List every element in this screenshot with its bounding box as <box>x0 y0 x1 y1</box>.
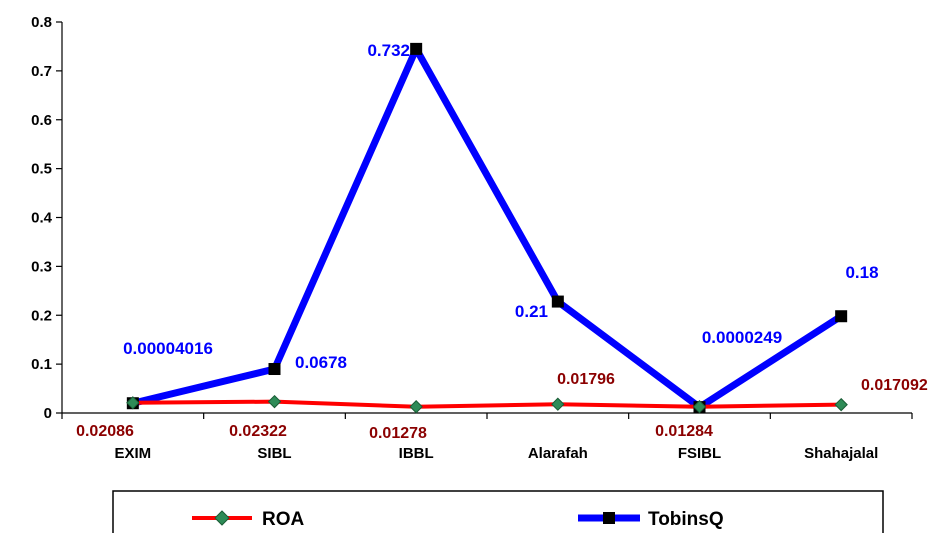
y-tick-label: 0.4 <box>31 210 53 227</box>
x-tick-label: Alarafah <box>528 445 588 462</box>
data-label-tobinsq: 0.21 <box>515 302 548 321</box>
data-label-tobinsq: 0.0000249 <box>702 328 782 347</box>
data-label-tobinsq: 0.18 <box>845 263 878 282</box>
x-tick-label: SIBL <box>257 445 291 462</box>
data-label-roa: 0.02322 <box>229 423 287 440</box>
y-axis-ticks: 0 0.1 0.2 0.3 0.4 0.5 0.6 0.7 0.8 <box>31 14 62 422</box>
legend-label-roa: ROA <box>262 509 305 530</box>
data-label-roa: 0.02086 <box>76 423 134 440</box>
legend: ROA TobinsQ <box>113 491 883 533</box>
legend-marker-tobinsq <box>603 512 615 524</box>
data-label-tobinsq: 0.0678 <box>295 353 347 372</box>
marker-roa <box>835 399 847 411</box>
data-label-roa: 0.01796 <box>557 371 615 388</box>
y-tick-label: 0.2 <box>31 307 52 324</box>
legend-box <box>113 491 883 533</box>
x-axis-ticks: EXIM SIBL IBBL Alarafah FSIBL Shahajalal <box>62 413 912 462</box>
y-tick-label: 0.6 <box>31 112 52 129</box>
marker-tobinsq <box>269 363 281 375</box>
x-tick-label: IBBL <box>399 445 434 462</box>
y-tick-label: 0.1 <box>31 356 52 373</box>
data-label-roa: 0.017092 <box>861 377 928 394</box>
y-tick-label: 0.8 <box>31 14 52 31</box>
y-tick-label: 0.3 <box>31 258 52 275</box>
marker-tobinsq <box>835 310 847 322</box>
data-label-tobinsq: 0.732 <box>367 41 410 60</box>
marker-roa <box>410 401 422 413</box>
series-layer <box>127 43 847 413</box>
x-tick-label: FSIBL <box>678 445 721 462</box>
data-label-roa: 0.01278 <box>369 425 427 442</box>
y-tick-label: 0.7 <box>31 63 52 80</box>
series-line-roa <box>133 402 841 407</box>
x-tick-label: EXIM <box>114 445 151 462</box>
x-tick-label: Shahajalal <box>804 445 878 462</box>
legend-label-tobinsq: TobinsQ <box>648 509 724 530</box>
marker-tobinsq <box>552 296 564 308</box>
data-labels: 0.00004016 0.0678 0.732 0.21 0.0000249 0.18 0.… <box>76 41 928 442</box>
marker-tobinsq <box>410 43 422 55</box>
data-label-roa: 0.01284 <box>655 423 713 440</box>
marker-roa <box>552 398 564 410</box>
marker-roa <box>269 396 281 408</box>
data-label-tobinsq: 0.00004016 <box>123 339 213 358</box>
y-tick-label: 0 <box>44 405 52 422</box>
series-line-tobinsq <box>133 49 841 407</box>
y-tick-label: 0.5 <box>31 161 52 178</box>
